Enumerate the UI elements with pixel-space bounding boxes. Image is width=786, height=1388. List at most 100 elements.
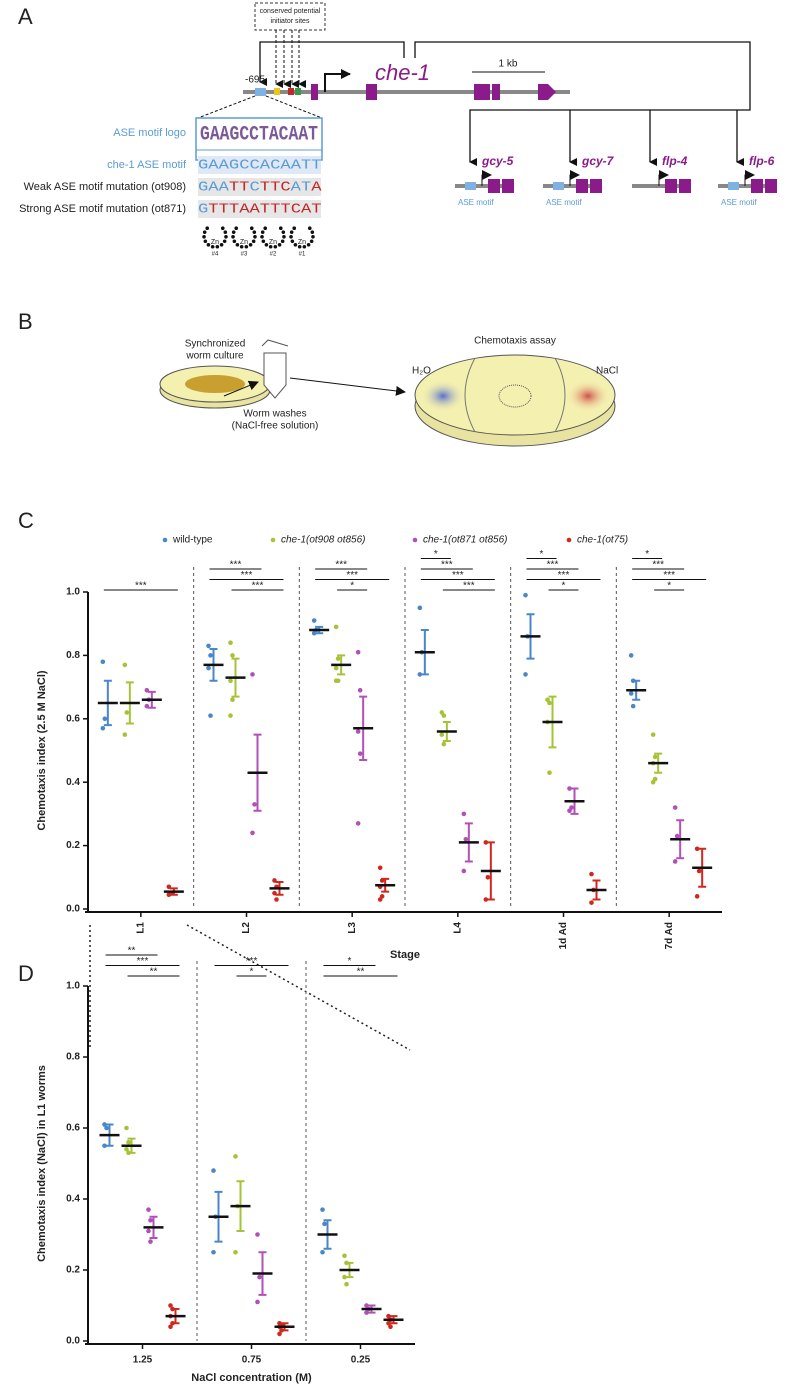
- sequence-segment: A: [311, 180, 322, 196]
- significance-label: *: [434, 549, 438, 560]
- finger-dot: [260, 234, 264, 239]
- site-box: [295, 88, 301, 95]
- point: [102, 1143, 107, 1149]
- point: [255, 1299, 260, 1305]
- h2o-spot: [421, 380, 465, 412]
- row-label: che-1 ASE motif: [107, 159, 187, 171]
- site-box: [288, 88, 294, 95]
- finger-dot: [297, 244, 302, 249]
- finger-dot: [289, 230, 294, 234]
- legend-label: che-1(ot75): [577, 535, 628, 546]
- y-tick-label: 0.0: [66, 1336, 80, 1347]
- point: [146, 1228, 151, 1234]
- target-gene: flp-4: [662, 154, 688, 168]
- sequence-bg: [198, 178, 321, 196]
- point: [255, 1232, 260, 1237]
- target-gene: gcy-5: [481, 154, 514, 168]
- spot-label: H₂O: [412, 366, 431, 377]
- panel-label: C: [18, 508, 34, 533]
- initiator-label: conserved potential: [260, 8, 321, 15]
- point: [322, 1221, 327, 1227]
- panel-label: B: [18, 309, 33, 334]
- sequence-bg: [198, 200, 321, 218]
- point: [211, 1249, 216, 1255]
- ase-box: [465, 182, 476, 190]
- point: [320, 1207, 325, 1212]
- finger-dot: [260, 230, 265, 234]
- point: [589, 900, 594, 905]
- point: [355, 729, 361, 734]
- zoom-lines: [89, 924, 411, 1051]
- finger-dot: [206, 243, 211, 247]
- assay-plate: [414, 354, 616, 436]
- point: [104, 1125, 109, 1131]
- point: [674, 833, 680, 839]
- x-tick-label: L2: [241, 922, 252, 934]
- finger-dot: [278, 226, 283, 231]
- point: [233, 1249, 238, 1255]
- finger-dot: [205, 226, 210, 231]
- ase-label: ASE motif: [458, 198, 494, 207]
- targets: ASE motif gcy-5 ASE motif gcy-7 flp-4 ASE mot…: [455, 154, 777, 207]
- x-axis-label: Stage: [390, 949, 420, 961]
- point: [166, 892, 172, 898]
- y-tick-label: 1.0: [66, 587, 80, 598]
- significance-label: ***: [441, 560, 453, 571]
- significance-label: **: [357, 967, 365, 978]
- x-axis-label: NaCl concentration (M): [191, 1372, 312, 1384]
- significance-label: ***: [252, 581, 264, 592]
- y-tick-label: 0.6: [66, 1123, 80, 1134]
- finger-dot: [244, 244, 249, 249]
- point: [417, 605, 423, 611]
- sequence-segment: TTC: [260, 180, 291, 196]
- significance-label: ***: [663, 570, 675, 581]
- y-tick-label: 0.6: [66, 713, 80, 724]
- point: [333, 678, 339, 684]
- y-tick-label: 0.8: [66, 1052, 80, 1063]
- point: [386, 1313, 391, 1319]
- finger-dot: [252, 230, 257, 234]
- point: [696, 868, 702, 874]
- zn-label: Zn: [211, 239, 219, 246]
- sequence-bg: [198, 156, 321, 174]
- point: [441, 741, 447, 747]
- point: [274, 897, 279, 902]
- sequence-segment: TT: [229, 180, 250, 196]
- point: [567, 786, 572, 791]
- point: [250, 830, 255, 836]
- zn-label: Zn: [269, 239, 277, 246]
- x-tick-label: 1d Ad: [558, 922, 569, 949]
- x-tick-label: 0.25: [351, 1355, 371, 1366]
- finger-number: #2: [270, 252, 277, 258]
- finger-dot: [290, 239, 295, 244]
- point: [628, 691, 634, 696]
- point: [206, 643, 211, 649]
- sequence-segment: C: [250, 180, 260, 196]
- y-axis-label: Chemotaxis index (NaCl) in L1 worms: [36, 1065, 48, 1262]
- ase-label: ASE motif: [546, 198, 582, 207]
- point: [211, 1168, 216, 1173]
- point: [126, 1139, 131, 1145]
- scale-label: 1 kb: [499, 59, 518, 70]
- finger-dot: [231, 230, 236, 234]
- finger-dot: [307, 226, 312, 231]
- finger-dot: [210, 244, 215, 249]
- finger-dot: [261, 239, 266, 244]
- exon: [488, 179, 500, 193]
- plate-divider: [464, 357, 566, 433]
- significance-label: *: [540, 549, 544, 560]
- point: [461, 811, 467, 817]
- significance-label: ***: [558, 570, 570, 581]
- point: [100, 726, 106, 731]
- finger-dot: [253, 234, 257, 239]
- sequence-segment: G: [198, 202, 208, 218]
- row-label: ASE motif logo: [113, 127, 186, 139]
- tss-arrow: [658, 170, 669, 186]
- ase-box: [553, 182, 564, 190]
- initiator-label: initiator sites: [271, 18, 310, 25]
- x-tick-label: 1.25: [133, 1355, 153, 1366]
- point: [441, 713, 447, 718]
- significance-label: *: [250, 967, 254, 978]
